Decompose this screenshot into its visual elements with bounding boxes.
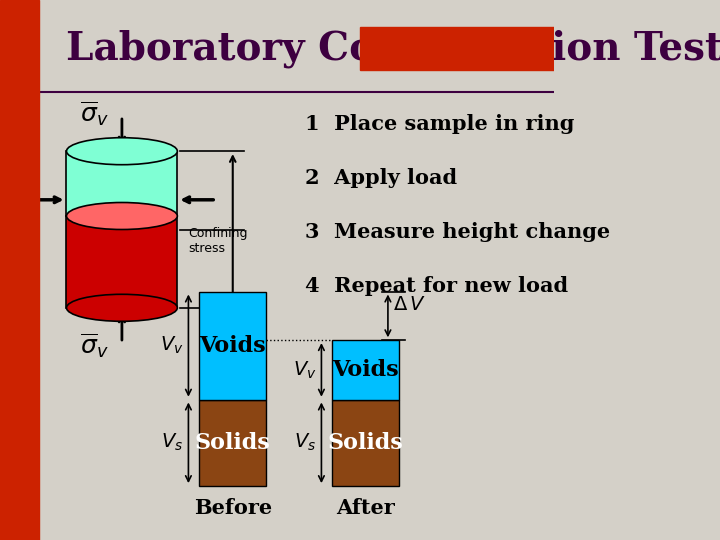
Bar [333, 400, 399, 486]
Text: $V_s$: $V_s$ [294, 432, 316, 454]
Text: $\Delta\,V$: $\Delta\,V$ [393, 296, 426, 314]
Bar [360, 27, 554, 70]
Text: Confining
stress: Confining stress [189, 227, 248, 255]
Bar [0, 0, 39, 540]
Ellipse shape [66, 294, 177, 321]
Text: Solids: Solids [328, 432, 404, 454]
Text: Solids: Solids [195, 432, 271, 454]
Bar [66, 151, 177, 216]
Text: $\overline{\sigma}_v$: $\overline{\sigma}_v$ [80, 332, 109, 360]
Text: 2  Apply load: 2 Apply load [305, 168, 457, 188]
Bar [66, 216, 177, 308]
Text: Before: Before [194, 497, 272, 518]
Text: $V_v$: $V_v$ [160, 335, 184, 356]
Text: After: After [336, 497, 395, 518]
Bar [333, 340, 399, 400]
Text: Voids: Voids [333, 359, 399, 381]
Text: Voids: Voids [199, 335, 266, 356]
Text: $V_s$: $V_s$ [161, 432, 183, 454]
Text: 1  Place sample in ring: 1 Place sample in ring [305, 114, 574, 134]
Text: 3  Measure height change: 3 Measure height change [305, 222, 610, 242]
Bar [199, 400, 266, 486]
Text: $V_v$: $V_v$ [293, 359, 317, 381]
Text: Laboratory Consolidation Test: Laboratory Consolidation Test [66, 29, 720, 68]
Text: 4  Repeat for new load: 4 Repeat for new load [305, 276, 568, 296]
Ellipse shape [66, 138, 177, 165]
Text: $\overline{\sigma}_v$: $\overline{\sigma}_v$ [80, 99, 109, 127]
Bar [199, 292, 266, 400]
Ellipse shape [66, 202, 177, 230]
